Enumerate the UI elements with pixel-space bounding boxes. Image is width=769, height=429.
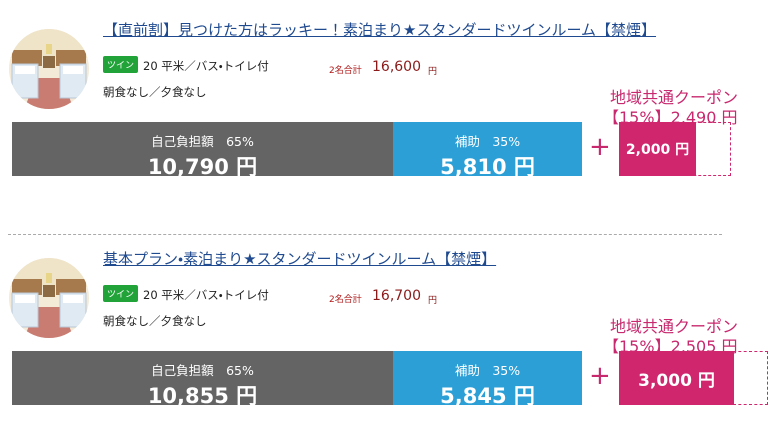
plus-sign: +: [589, 361, 611, 391]
separator: [8, 234, 722, 235]
total-price: 16,700: [372, 288, 421, 304]
self-pay-bar: 自己負担額 65% 10,855 円: [12, 351, 393, 408]
subsidy-amount: 5,845 円: [440, 384, 535, 408]
coupon-outline: [733, 351, 768, 405]
coupon-title: 地域共通クーポン: [610, 317, 739, 336]
total-unit: 円: [428, 67, 438, 77]
plan: 基本プラン・素泊まり★スタンダードツインルーム【禁煙】 ツイン 20 平米／バス・ト…: [0, 229, 769, 429]
subsidy-label: 補助 35%: [454, 134, 521, 149]
self-pay-label: 自己負担額 65%: [151, 363, 254, 378]
meals: 朝食なし／夕食なし: [103, 314, 207, 328]
room-icon: [9, 29, 89, 109]
self-pay-bar: 自己負担額 65% 10,790 円: [12, 122, 393, 179]
coupon-title: 地域共通クーポン: [610, 88, 739, 107]
plus-sign: +: [589, 132, 611, 162]
room-info: 20 平米／バス・トイレ付: [143, 59, 269, 73]
plan-title[interactable]: 【直前割】見つけた方はラッキー！素泊まり★スタンダードツインルーム【禁煙】: [103, 21, 657, 39]
plan-title[interactable]: 基本プラン・素泊まり★スタンダードツインルーム【禁煙】: [103, 250, 497, 268]
subsidy-bar: 補助 35% 5,810 円: [393, 122, 582, 179]
room-info: 20 平米／バス・トイレ付: [143, 288, 269, 302]
coupon-amount: 2,000 円: [619, 122, 696, 176]
meals: 朝食なし／夕食なし: [103, 85, 207, 99]
room-type-badge: ツイン: [103, 56, 139, 73]
self-pay-amount: 10,855 円: [147, 384, 258, 408]
total-unit: 円: [428, 296, 438, 306]
room-type-badge: ツイン: [103, 285, 139, 302]
subsidy-bar: 補助 35% 5,845 円: [393, 351, 582, 408]
self-pay-amount: 10,790 円: [147, 155, 258, 179]
subsidy-amount: 5,810 円: [440, 155, 535, 179]
total-price: 16,600: [372, 59, 421, 75]
subsidy-label: 補助 35%: [454, 363, 521, 378]
room-icon: [9, 258, 89, 338]
plan: 【直前割】見つけた方はラッキー！素泊まり★スタンダードツインルーム【禁煙】 ツイン…: [0, 0, 769, 200]
coupon-amount: 3,000 円: [619, 351, 734, 405]
total-label: 2名合計: [329, 66, 362, 76]
self-pay-label: 自己負担額 65%: [151, 134, 254, 149]
total-label: 2名合計: [329, 295, 362, 305]
